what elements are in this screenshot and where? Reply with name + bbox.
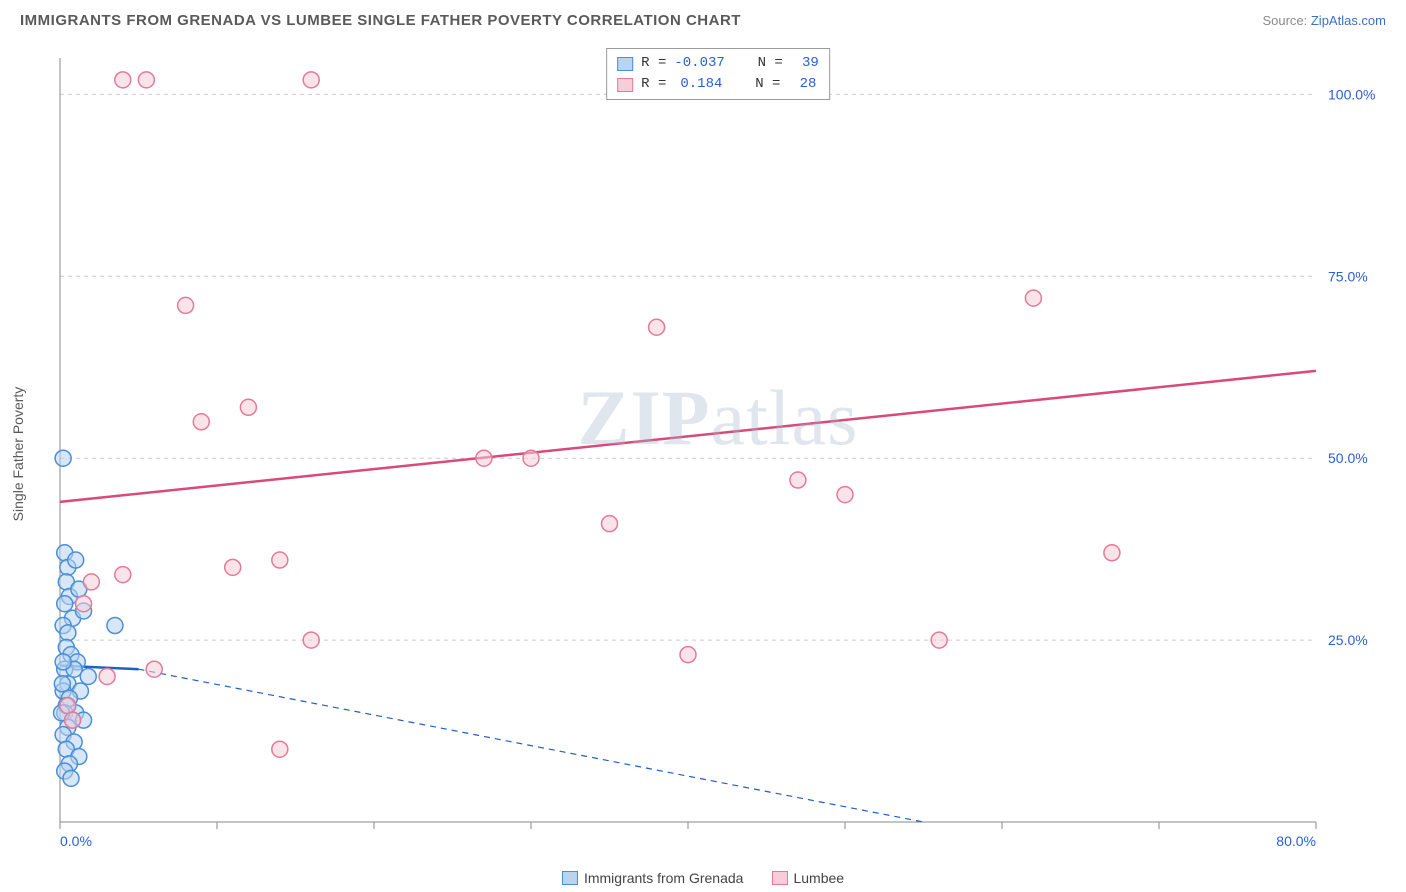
n-label: N = xyxy=(755,74,780,95)
legend-swatch xyxy=(562,871,578,885)
source-prefix: Source: xyxy=(1262,13,1310,28)
legend-item[interactable]: Immigrants from Grenada xyxy=(562,870,744,886)
r-value: -0.037 xyxy=(674,53,724,74)
legend-swatch xyxy=(771,871,787,885)
legend-label: Lumbee xyxy=(793,870,844,886)
svg-text:50.0%: 50.0% xyxy=(1328,450,1368,466)
svg-text:0.0%: 0.0% xyxy=(60,833,92,849)
legend-swatch xyxy=(617,57,633,71)
chart-title: IMMIGRANTS FROM GRENADA VS LUMBEE SINGLE… xyxy=(20,12,741,29)
bottom-legend: Immigrants from Grenada Lumbee xyxy=(562,870,844,886)
n-label: N = xyxy=(758,53,783,74)
svg-text:25.0%: 25.0% xyxy=(1328,632,1368,648)
scatter-chart: 25.0% 50.0% 75.0% 100.0% 0.0% 80.0% xyxy=(50,48,1386,852)
svg-text:100.0%: 100.0% xyxy=(1328,86,1375,102)
r-label: R = xyxy=(641,53,666,74)
legend-stats-row: R = 0.184 N = 28 xyxy=(617,74,819,95)
svg-text:80.0%: 80.0% xyxy=(1276,833,1316,849)
source-attribution: Source: ZipAtlas.com xyxy=(1262,13,1386,28)
r-label: R = xyxy=(641,74,666,95)
n-value: 28 xyxy=(788,74,816,95)
legend-stats-box: R =-0.037 N =39R =0.184 N =28 xyxy=(606,48,830,100)
plot-container: 25.0%50.0%75.0%100.0%0.0%80.0% ZIPatlas … xyxy=(50,48,1386,852)
source-link[interactable]: ZipAtlas.com xyxy=(1311,13,1386,28)
r-value: 0.184 xyxy=(674,74,722,95)
legend-label: Immigrants from Grenada xyxy=(584,870,744,886)
y-axis-label: Single Father Poverty xyxy=(10,387,26,522)
legend-swatch xyxy=(617,78,633,92)
legend-stats-row: R = -0.037 N = 39 xyxy=(617,53,819,74)
title-bar: IMMIGRANTS FROM GRENADA VS LUMBEE SINGLE… xyxy=(0,0,1406,35)
legend-item[interactable]: Lumbee xyxy=(771,870,844,886)
n-value: 39 xyxy=(791,53,819,74)
svg-text:75.0%: 75.0% xyxy=(1328,268,1368,284)
